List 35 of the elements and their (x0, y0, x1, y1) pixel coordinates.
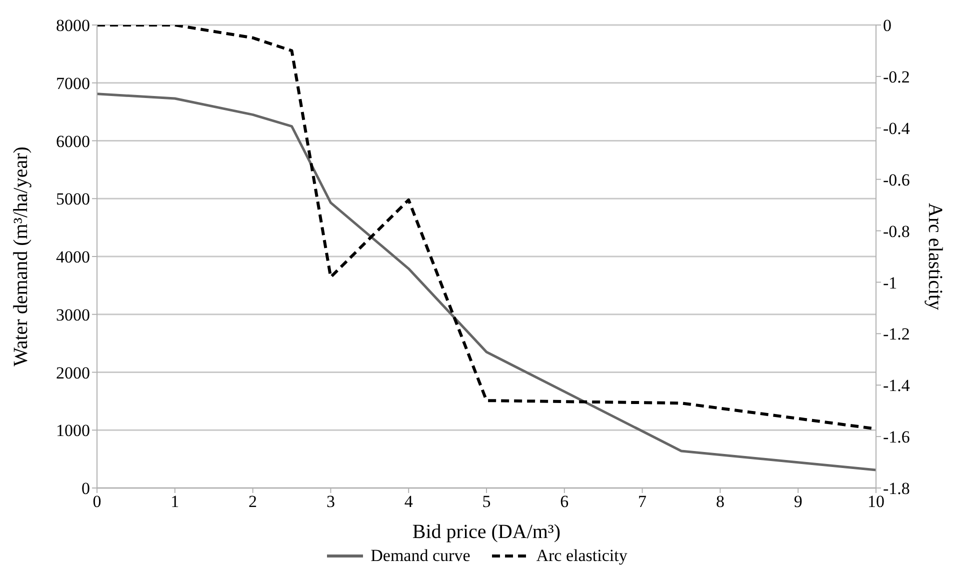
x-tick-label: 7 (638, 492, 648, 512)
y-tick-label: 8000 (56, 16, 90, 36)
x-tick-label: 1 (170, 492, 180, 512)
legend-label: Arc elasticity (536, 546, 628, 566)
x-tick-label: 5 (482, 492, 491, 512)
x-axis-title: Bid price (DA/m³) (412, 521, 561, 543)
y2-tick-label: -1.4 (883, 376, 910, 396)
y-axis-title: Water demand (m³/ha/year) (10, 146, 32, 366)
x-tick-label: 6 (560, 492, 569, 512)
legend-label: Demand curve (370, 546, 470, 566)
y2-tick-label: -1 (883, 273, 898, 292)
y2-tick-label: -1.2 (883, 324, 910, 344)
y2-tick-label: -1.6 (883, 428, 910, 447)
y2-tick-label: -0.6 (883, 170, 910, 190)
line-series (97, 92, 876, 472)
x-tick-label: 8 (716, 492, 724, 512)
y-tick-label: 7000 (56, 74, 90, 93)
x-tick-label: 3 (326, 492, 335, 512)
y2-tick-label: -1.8 (883, 479, 910, 498)
y2-tick-label: -0.2 (883, 67, 910, 86)
y-tick-label: 2000 (56, 363, 90, 382)
y2-tick-label: -0.4 (883, 118, 910, 138)
x-tick-label: 2 (248, 492, 258, 512)
y-tick-label: 1000 (56, 421, 90, 440)
y-tick-label: 0 (82, 479, 90, 498)
y2-tick-label: -0.8 (883, 222, 910, 241)
y2-axis-title: Arc elasticity (924, 202, 946, 310)
x-tick-label: 10 (868, 492, 884, 512)
y2-tick-label: 0 (883, 16, 892, 36)
x-tick-label: 9 (794, 492, 802, 512)
y-tick-label: 6000 (56, 132, 90, 151)
x-tick-label: 4 (404, 492, 414, 512)
y-tick-label: 5000 (56, 190, 90, 209)
y-tick-label: 3000 (56, 305, 90, 324)
y-tick-label: 4000 (56, 248, 90, 267)
